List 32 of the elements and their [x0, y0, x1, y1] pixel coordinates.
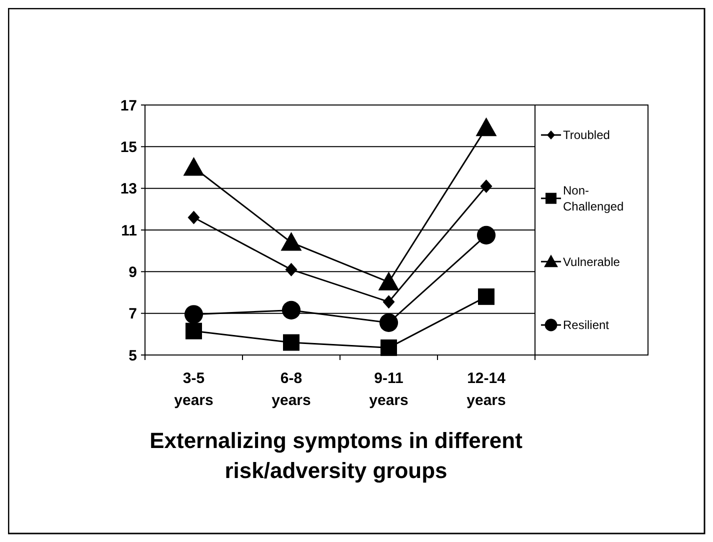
legend-label: Troubled [563, 128, 610, 142]
y-tick-label: 11 [121, 222, 137, 240]
point [186, 322, 202, 340]
legend-label: Resilient [563, 318, 610, 332]
y-tick-label: 13 [120, 180, 137, 198]
point [476, 226, 496, 245]
point [378, 272, 400, 290]
x-tick-label: 9-11 years [369, 370, 408, 409]
point [183, 157, 204, 176]
x-tick-label: 3-5 years [174, 370, 214, 409]
point [379, 313, 398, 332]
y-tick-label: 7 [128, 306, 137, 323]
x-tick-label: 6-8 years [272, 370, 311, 409]
x-tick-label: 12-14 years [466, 370, 506, 409]
y-tick-label: 9 [128, 264, 137, 281]
legend-label: Vulnerable [563, 254, 620, 269]
point [280, 232, 302, 251]
point [283, 334, 300, 351]
y-tick-label: 17 [120, 97, 137, 114]
point [382, 295, 395, 309]
point [478, 288, 494, 305]
point [476, 117, 497, 136]
text: Externalizing symptoms in different risk/adversity groups [150, 428, 524, 483]
point [282, 300, 301, 320]
point [480, 180, 492, 193]
legend-label: Non-Challenged [563, 184, 624, 214]
point [188, 210, 200, 224]
y-tick-label: 15 [120, 138, 137, 156]
point [380, 339, 397, 356]
y-tick-label: 5 [128, 347, 137, 364]
point [285, 262, 298, 276]
point [184, 305, 204, 324]
